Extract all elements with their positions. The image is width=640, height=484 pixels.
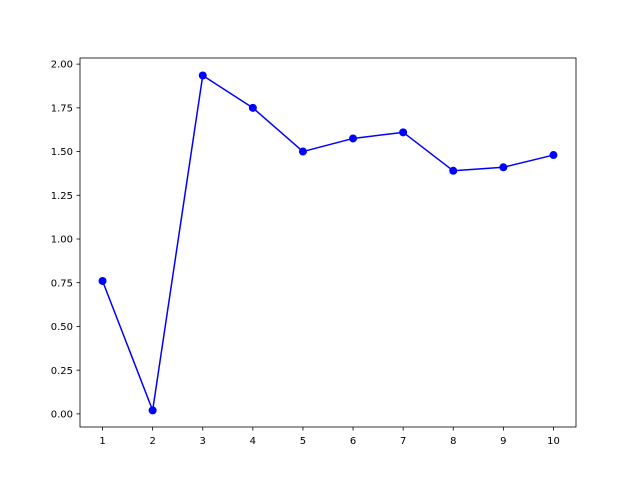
y-axis-ticks: 0.00 0.25 0.50 0.75 1.00 1.25 1.50 1.75 2.00 <box>51 60 80 420</box>
data-point <box>549 151 558 160</box>
x-tick-label: 7 <box>400 436 406 447</box>
x-tick-label: 1 <box>99 436 105 447</box>
y-tick-label: 0.00 <box>51 409 73 420</box>
data-point <box>148 406 157 415</box>
y-tick-label: 2.00 <box>51 60 73 71</box>
series-layer <box>98 71 558 415</box>
data-point <box>198 71 207 80</box>
data-point <box>248 103 257 112</box>
x-tick-label: 10 <box>547 436 560 447</box>
x-tick-label: 8 <box>450 436 456 447</box>
y-tick-label: 1.75 <box>51 103 73 114</box>
x-tick-label: 5 <box>300 436 306 447</box>
x-tick-label: 2 <box>149 436 155 447</box>
y-tick-label: 0.50 <box>51 322 73 333</box>
data-point <box>399 128 408 137</box>
data-point <box>349 134 358 143</box>
x-tick-label: 4 <box>250 436 256 447</box>
y-tick-label: 0.25 <box>51 366 73 377</box>
plot-area-frame <box>79 57 577 428</box>
x-axis-ticks: 1 2 3 4 5 6 7 8 9 10 <box>99 427 560 447</box>
data-point <box>449 166 458 175</box>
data-point <box>98 276 107 285</box>
series-line <box>101 74 554 412</box>
data-point <box>499 163 508 172</box>
y-tick-label: 1.00 <box>51 235 73 246</box>
x-tick-label: 3 <box>200 436 206 447</box>
y-tick-label: 1.50 <box>51 147 73 158</box>
y-tick-label: 1.25 <box>51 191 73 202</box>
y-tick-label: 0.75 <box>51 278 73 289</box>
x-tick-label: 9 <box>500 436 506 447</box>
x-tick-label: 6 <box>350 436 356 447</box>
data-point <box>298 147 307 156</box>
